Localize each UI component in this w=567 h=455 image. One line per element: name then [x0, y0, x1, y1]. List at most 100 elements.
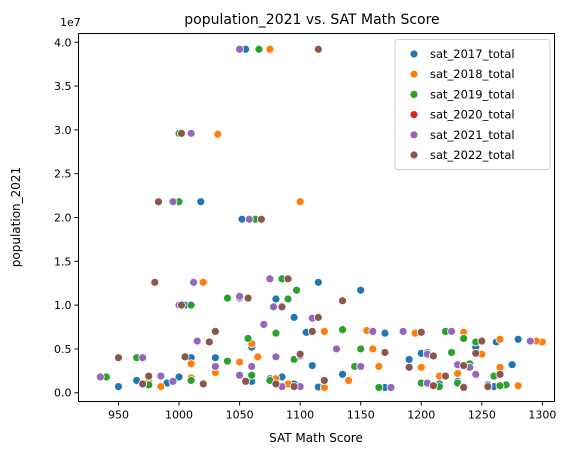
data-point-sat-2022-total — [428, 381, 438, 391]
data-point-sat-2019-total — [254, 44, 264, 54]
y-axis-ticks: 0.0 0.5 1.0 1.5 2.0 2.5 3.0 3.5 4.0 — [54, 36, 79, 400]
data-point-sat-2021-total — [235, 370, 244, 380]
data-point-sat-2021-total — [189, 277, 198, 287]
y-axis-scale-note: 1e7 — [60, 16, 81, 29]
data-point-sat-2019-total — [247, 370, 257, 380]
data-point-sat-2021-total — [244, 214, 254, 224]
data-point-sat-2022-total — [380, 348, 390, 357]
y-tick-label: 0.5 — [54, 343, 72, 356]
data-point-sat-2017-total — [513, 334, 523, 344]
data-point-sat-2021-total — [192, 336, 202, 346]
x-tick-label: 1250 — [468, 409, 496, 422]
data-point-sat-2022-total — [177, 128, 186, 138]
y-tick-label: 3.5 — [54, 80, 72, 93]
y-tick-label: 0.0 — [54, 387, 72, 400]
data-point-sat-2019-total — [338, 325, 347, 335]
data-point-sat-2022-total — [313, 44, 323, 54]
legend-box — [394, 39, 551, 170]
x-tick-label: 1050 — [226, 409, 254, 422]
data-point-sat-2019-total — [447, 348, 456, 357]
data-point-sat-2022-total — [138, 379, 148, 389]
data-point-sat-2021-total — [356, 362, 366, 371]
data-point-sat-2018-total — [265, 44, 275, 54]
data-point-sat-2017-total — [507, 360, 517, 370]
x-tick-label: 1300 — [528, 409, 556, 422]
data-point-sat-2019-total — [292, 285, 301, 295]
data-point-sat-2018-total — [235, 357, 244, 367]
data-point-sat-2022-total — [404, 362, 414, 372]
data-point-sat-2018-total — [186, 359, 196, 369]
data-point-sat-2022-total — [243, 293, 253, 303]
legend-marker — [409, 150, 419, 160]
data-point-sat-2017-total — [289, 312, 299, 322]
data-point-sat-2019-total — [283, 294, 293, 304]
data-point-sat-2021-total — [525, 336, 535, 346]
data-point-sat-2018-total — [495, 334, 505, 344]
y-tick-label: 1.0 — [54, 299, 72, 312]
plot-frame — [78, 33, 555, 402]
legend-label: sat_2019_total — [430, 87, 515, 101]
data-point-sat-2018-total — [198, 277, 208, 287]
data-point-sat-2022-total — [241, 376, 251, 386]
data-point-sat-2018-total — [213, 129, 223, 139]
data-point-sat-2017-total — [380, 328, 390, 338]
data-point-sat-2021-total — [471, 369, 481, 379]
data-point-sat-2022-total — [459, 361, 469, 370]
y-tick-label: 3.0 — [54, 124, 72, 137]
data-point-sat-2021-total — [95, 372, 105, 382]
data-point-sat-2021-total — [138, 353, 148, 363]
data-point-sat-2019-total — [186, 300, 196, 310]
legend-marker — [409, 130, 419, 140]
x-tick-label: 1150 — [347, 409, 375, 422]
data-point-sat-2018-total — [253, 352, 263, 362]
data-point-sat-2022-total — [180, 352, 190, 362]
data-point-sat-2021-total — [247, 362, 257, 371]
data-point-sat-2021-total — [235, 44, 244, 54]
data-point-sat-2021-total — [398, 327, 408, 336]
data-point-sat-2021-total — [259, 319, 269, 329]
data-point-sat-2017-total — [237, 214, 247, 224]
data-point-sat-2019-total — [356, 344, 366, 354]
data-point-sat-2022-total — [319, 376, 329, 385]
data-point-sat-2017-total — [174, 372, 184, 382]
data-point-sat-2018-total — [368, 344, 378, 354]
y-tick-label: 2.5 — [54, 168, 72, 181]
data-point-sat-2021-total — [168, 376, 178, 386]
data-point-sat-2017-total — [196, 197, 206, 207]
data-point-sat-2022-total — [289, 382, 299, 392]
x-tick-label: 1200 — [407, 409, 435, 422]
data-point-sat-2018-total — [374, 362, 384, 371]
y-tick-label: 1.5 — [54, 255, 72, 268]
data-point-sat-2022-total — [210, 327, 220, 336]
data-point-sat-2022-total — [114, 353, 123, 363]
data-point-sat-2021-total — [186, 128, 196, 138]
data-point-sat-2019-total — [243, 334, 253, 343]
data-point-sat-2022-total — [495, 369, 505, 379]
legend-label: sat_2017_total — [430, 47, 515, 61]
data-point-sat-2021-total — [168, 197, 178, 207]
data-point-sat-2018-total — [156, 382, 166, 392]
data-point-sat-2022-total — [204, 337, 214, 347]
data-point-sat-2017-total — [313, 277, 323, 287]
data-point-sat-2022-total — [154, 197, 163, 207]
data-point-sat-2022-total — [416, 327, 426, 337]
data-point-sat-2022-total — [150, 277, 160, 287]
legend-label: sat_2018_total — [430, 67, 515, 81]
data-point-sat-2021-total — [368, 327, 378, 336]
data-point-sat-2022-total — [313, 312, 323, 322]
data-point-sat-2017-total — [114, 382, 123, 392]
data-point-sat-2018-total — [295, 197, 305, 207]
legend: sat_2017_total sat_2018_total sat_2019_tot… — [394, 39, 551, 170]
data-point-sat-2019-total — [271, 328, 281, 338]
data-point-sat-2019-total — [495, 381, 505, 391]
data-point-sat-2019-total — [374, 383, 384, 392]
data-point-sat-2018-total — [513, 381, 523, 391]
legend-marker — [409, 110, 419, 119]
chart-title: population_2021 vs. SAT Math Score — [184, 12, 439, 28]
data-point-sat-2022-total — [307, 327, 317, 336]
data-point-sat-2017-total — [404, 355, 414, 364]
data-point-sat-2018-total — [319, 327, 329, 336]
data-point-sat-2018-total — [344, 376, 353, 385]
data-point-sat-2019-total — [459, 334, 469, 343]
data-point-sat-2021-total — [447, 327, 456, 336]
